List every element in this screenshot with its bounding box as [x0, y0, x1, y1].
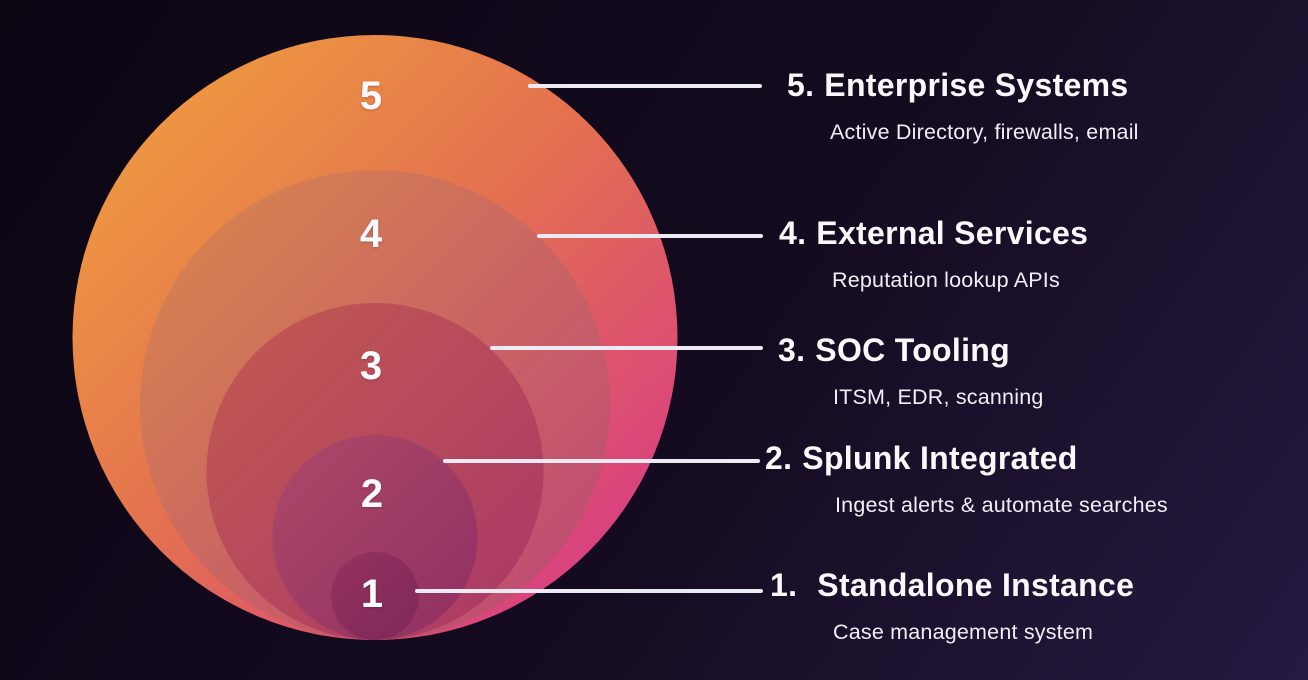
layer-4-title-number: 4.	[779, 215, 807, 251]
layer-1-circle	[331, 552, 419, 640]
layer-2-number: 2	[360, 472, 384, 516]
layer-4-title: 4. External Services	[779, 215, 1088, 251]
layer-1-subtitle: Case management system	[833, 620, 1094, 644]
layer-2-title-text: Splunk Integrated	[802, 440, 1078, 476]
layer-2-title-number: 2.	[765, 440, 793, 476]
layer-3-title-text: SOC Tooling	[815, 332, 1010, 368]
layer-1-label: 1. Standalone Instance Case management sy…	[770, 567, 1134, 647]
layer-1-callout-line	[415, 589, 763, 593]
layer-4-title-text: External Services	[816, 215, 1089, 251]
layer-5-subtitle: Active Directory, firewalls, email	[830, 120, 1139, 144]
layer-2-callout-line	[443, 459, 760, 463]
layer-5-callout-line	[528, 84, 762, 88]
layer-4-number: 4	[359, 212, 383, 256]
layer-1-title-text: Standalone Instance	[817, 567, 1135, 603]
layer-1-title-number: 1.	[770, 567, 798, 603]
layer-4-callout-line	[537, 234, 763, 238]
layer-2-subtitle: Ingest alerts & automate searches	[835, 493, 1168, 517]
layer-2-title: 2. Splunk Integrated	[765, 440, 1168, 476]
layer-5-number: 5	[359, 74, 383, 118]
layer-2-circle	[272, 435, 478, 640]
layer-5-title: 5. Enterprise Systems	[787, 67, 1160, 103]
layer-3-title: 3. SOC Tooling	[778, 332, 1044, 368]
layer-4-subtitle: Reputation lookup APIs	[832, 268, 1060, 292]
layer-1-title: 1. Standalone Instance	[770, 567, 1134, 603]
layer-3-subtitle: ITSM, EDR, scanning	[833, 385, 1044, 409]
layer-3-title-number: 3.	[778, 332, 806, 368]
layer-5-title-number: 5.	[787, 67, 815, 103]
layer-3-label: 3. SOC Tooling ITSM, EDR, scanning	[778, 332, 1044, 412]
layer-5-label: 5. Enterprise Systems Active Directory, f…	[787, 67, 1160, 147]
layer-4-label: 4. External Services Reputation lookup AP…	[779, 215, 1088, 295]
layer-3-number: 3	[359, 344, 383, 388]
layer-2-label: 2. Splunk Integrated Ingest alerts & auto…	[765, 440, 1168, 520]
layer-1-number: 1	[360, 572, 384, 616]
layer-5-title-text: Enterprise Systems	[824, 67, 1129, 103]
layer-3-callout-line	[490, 346, 763, 350]
